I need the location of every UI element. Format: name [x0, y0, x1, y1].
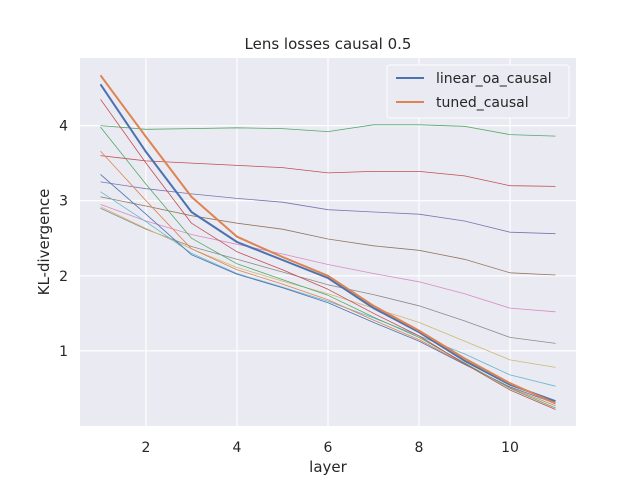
series-line-12	[100, 126, 556, 409]
legend: linear_oa_causal tuned_causal	[386, 64, 570, 119]
series-line-5	[100, 196, 556, 276]
series-line-8	[100, 206, 556, 368]
series-line-tuned-causal	[99, 74, 556, 405]
legend-label-linear-oa-causal: linear_oa_causal	[436, 71, 552, 87]
y-tick-label: 2	[59, 269, 68, 285]
series-lines	[99, 74, 556, 410]
y-tick-label: 3	[59, 194, 68, 210]
legend-label-tuned-causal: tuned_causal	[436, 95, 529, 111]
x-tick-label: 8	[415, 440, 424, 456]
x-tick-label: 6	[324, 440, 333, 456]
y-axis-label: KL-divergence	[35, 189, 53, 296]
x-tick-label: 2	[142, 440, 151, 456]
chart-title: Lens losses causal 0.5	[245, 35, 412, 53]
y-tick-label: 4	[59, 119, 68, 135]
series-line-13	[100, 99, 556, 410]
series-line-linear-oa-causal	[99, 83, 556, 403]
y-tick-label: 1	[59, 344, 68, 360]
x-tick-label: 10	[501, 440, 519, 456]
series-line-9	[100, 191, 556, 387]
x-axis-label: layer	[309, 458, 347, 476]
series-line-6	[100, 204, 556, 313]
series-line-2	[100, 124, 556, 137]
x-tick-label: 4	[233, 440, 242, 456]
series-line-3	[100, 155, 556, 187]
legend-box	[386, 64, 570, 119]
